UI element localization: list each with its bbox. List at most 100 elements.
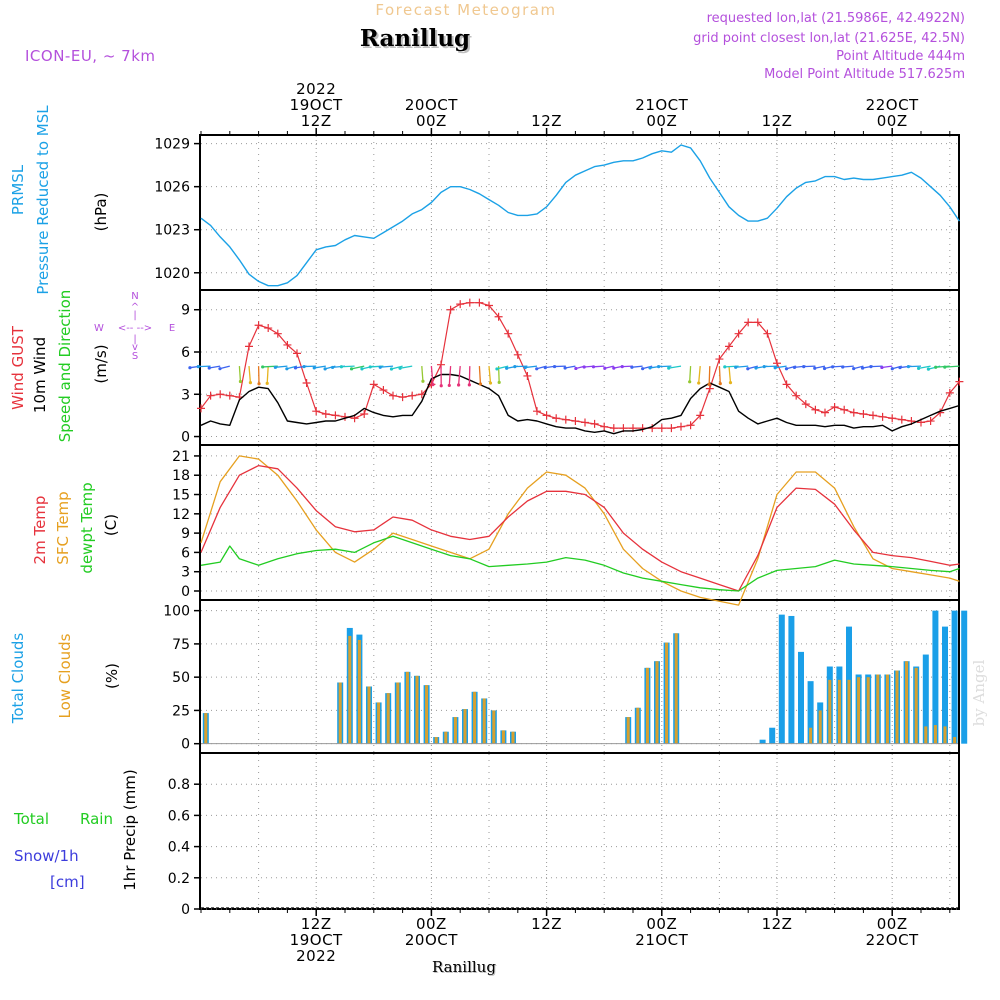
wind-arrow-head [574,366,578,371]
bottom-time-label: 00Z [646,915,677,933]
bottom-time-label: 00Z [416,915,447,933]
bottom-time-label: 20OCT [405,931,458,949]
wind-arrow-head [265,381,269,385]
gust-marker [369,380,378,389]
low-cloud-bar [511,731,515,744]
bottom-time-label: 00Z [877,915,908,933]
wind-arrow-head [339,365,344,369]
dewpt-temp-label: dewpt Temp [78,482,96,573]
gust-marker [667,424,676,433]
total-cloud-bar [788,615,795,744]
wind-arrow-head [723,365,727,369]
y-tick-label: 18 [172,468,190,484]
chart-supertitle: Forecast Meteogram [375,1,556,19]
model-altitude: Model Point Altitude 517.625m [764,67,965,82]
wind-arrow-head [421,379,425,383]
gust-marker [485,301,493,310]
wind-arrow-head [330,365,335,370]
top-time-label: 20OCT [405,96,458,114]
top-time-label: 19OCT [290,96,343,114]
wind-direction-arrow [708,366,711,385]
wind-arrow-head [312,366,316,370]
wind-direction-arrow [870,365,883,368]
top-time-label: 12Z [762,112,793,130]
y-tick-label: 0.6 [168,808,190,824]
gust-marker [475,298,484,307]
gust-marker [609,424,618,433]
gust-marker [801,400,810,409]
gust-marker [840,405,849,414]
wind-arrow-head [447,383,451,388]
gust-marker [245,342,253,351]
temp2m-line [200,464,960,592]
wind-direction-arrow [735,365,749,368]
y-tick-label: 3 [181,565,190,581]
compass-north: N [131,291,138,302]
low-cloud-bar [895,670,899,744]
bottom-time-label: 12Z [531,915,562,933]
wind-arrow-head [273,365,277,369]
gust-marker [389,391,397,400]
gust-marker [753,318,762,327]
wind-arrow-head [630,365,634,369]
low-cloud-bar [866,677,870,744]
wind-arrow-head [563,366,567,370]
top-time-label: 2022 [296,80,336,98]
gust-marker [504,329,513,338]
gust-marker [513,350,522,359]
wind-direction-arrow [525,365,538,369]
requested-coords: requested lon,lat (21.5986E, 42.4922N) [707,11,965,26]
pressure-label-prmsl: PRMSL [9,164,27,215]
low-cloud-bar [377,702,381,744]
top-time-label: 22OCT [866,96,919,114]
gust-marker [715,355,724,364]
low-cloud-bar [857,677,861,744]
total-cloud-bar [951,610,958,744]
compass-west: W [94,323,104,334]
wind-arrow-head [478,382,483,386]
gust-marker [225,391,234,400]
gust-marker [869,411,877,420]
wind-arrow-head [196,364,200,369]
wind-arrow-head [360,367,364,371]
gust-marker [398,393,407,402]
wind-arrow-head [734,365,738,369]
y-tick-label: 12 [172,507,190,523]
gust-marker [197,404,205,413]
gust-marker [888,414,897,423]
low-cloud-bar [809,727,813,744]
wind-arrow-head [773,366,777,370]
wind-arrow-head [718,382,722,386]
y-tick-label: 1020 [154,266,190,282]
rain-label: Rain [80,810,113,828]
gust-marker [590,419,599,428]
temp2m-label: 2m Temp [31,496,49,565]
low-cloud-bar [636,707,640,744]
low-cloud-bar [338,682,342,744]
wind-direction-arrow [380,365,394,368]
wind-arrow-head [218,367,222,371]
wind-arrow-head [648,366,652,370]
total-cloud-bar [798,651,804,744]
compass-south: S [132,351,138,362]
wind-direction-arrow [198,365,211,368]
temp-unit: (C) [102,514,120,536]
wind-arrow-head [238,379,243,384]
gust-marker [657,424,666,433]
wind-arrow-head [378,365,382,369]
compass-horizontal: <-- --> [118,323,152,334]
y-tick-label: 0 [181,902,190,918]
wind-direction-arrow [944,365,960,368]
y-tick-label: 0.2 [168,871,190,887]
low-cloud-bar [357,639,361,744]
wind-arrow-head [792,365,797,369]
wind-direction-arrow [881,365,893,369]
gust-marker [561,415,570,424]
wind-direction-arrow [314,365,326,369]
wind-arrow-head [822,366,827,371]
clouds-unit: (%) [103,663,121,689]
gust-marker [571,417,580,426]
y-tick-label: 0 [181,737,190,753]
wind-direction-arrow [908,365,922,368]
y-tick-label: 21 [172,449,190,465]
